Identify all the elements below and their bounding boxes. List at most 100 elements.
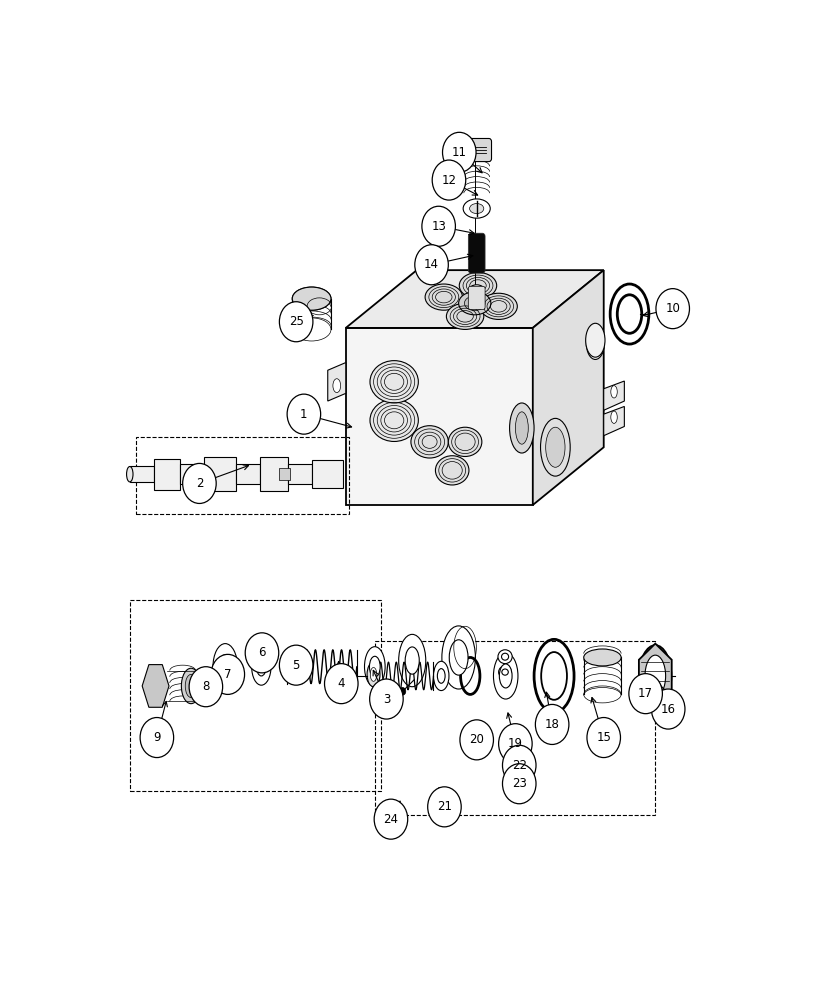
Ellipse shape	[219, 655, 231, 679]
Text: 12: 12	[442, 174, 457, 187]
Ellipse shape	[370, 667, 377, 681]
Text: 19: 19	[508, 737, 522, 750]
Circle shape	[245, 633, 279, 673]
Circle shape	[651, 689, 685, 729]
Polygon shape	[639, 644, 671, 708]
Text: 22: 22	[512, 759, 527, 772]
Ellipse shape	[541, 418, 570, 476]
Circle shape	[498, 724, 532, 764]
Ellipse shape	[587, 327, 604, 359]
Ellipse shape	[213, 644, 237, 690]
Text: 13: 13	[431, 220, 446, 233]
Ellipse shape	[498, 650, 513, 664]
Polygon shape	[346, 270, 604, 328]
Text: 25: 25	[289, 315, 304, 328]
Ellipse shape	[498, 666, 512, 678]
FancyBboxPatch shape	[468, 286, 485, 309]
Text: 14: 14	[424, 258, 439, 271]
Circle shape	[503, 745, 536, 785]
Circle shape	[211, 654, 245, 694]
Circle shape	[399, 687, 406, 695]
FancyBboxPatch shape	[236, 464, 260, 484]
Text: 6: 6	[258, 646, 265, 659]
Ellipse shape	[292, 287, 331, 310]
Polygon shape	[604, 381, 624, 410]
Ellipse shape	[433, 661, 449, 691]
FancyBboxPatch shape	[260, 457, 288, 491]
Circle shape	[503, 764, 536, 804]
FancyBboxPatch shape	[154, 459, 180, 490]
Text: 20: 20	[469, 733, 484, 746]
Circle shape	[422, 206, 455, 246]
Text: 9: 9	[153, 731, 161, 744]
Text: 10: 10	[666, 302, 680, 315]
Ellipse shape	[586, 323, 605, 357]
FancyBboxPatch shape	[180, 464, 204, 484]
Ellipse shape	[546, 427, 565, 467]
Ellipse shape	[354, 674, 357, 678]
FancyBboxPatch shape	[204, 457, 236, 491]
Ellipse shape	[584, 649, 622, 666]
Ellipse shape	[447, 303, 483, 329]
Circle shape	[656, 289, 690, 329]
Text: 15: 15	[597, 731, 612, 744]
Circle shape	[280, 302, 313, 342]
FancyBboxPatch shape	[462, 138, 492, 162]
Ellipse shape	[411, 426, 448, 458]
Ellipse shape	[463, 199, 490, 218]
Circle shape	[587, 718, 621, 758]
Ellipse shape	[502, 669, 508, 675]
Circle shape	[443, 132, 476, 172]
Ellipse shape	[515, 412, 528, 444]
Text: 11: 11	[452, 146, 467, 159]
Ellipse shape	[370, 361, 418, 403]
Text: 1: 1	[300, 408, 308, 421]
Circle shape	[629, 674, 662, 714]
Polygon shape	[328, 363, 346, 401]
Ellipse shape	[405, 647, 419, 674]
Text: 21: 21	[437, 800, 452, 813]
FancyBboxPatch shape	[468, 233, 485, 273]
FancyBboxPatch shape	[280, 468, 290, 480]
Circle shape	[287, 394, 320, 434]
FancyBboxPatch shape	[312, 460, 343, 488]
FancyBboxPatch shape	[346, 328, 532, 505]
Ellipse shape	[126, 466, 133, 482]
Ellipse shape	[448, 427, 482, 456]
Ellipse shape	[425, 284, 463, 310]
Ellipse shape	[435, 456, 469, 485]
Circle shape	[189, 667, 223, 707]
Ellipse shape	[449, 640, 468, 675]
Ellipse shape	[442, 626, 475, 689]
Text: 24: 24	[384, 813, 399, 826]
Polygon shape	[604, 406, 624, 436]
Circle shape	[374, 799, 408, 839]
Ellipse shape	[469, 285, 484, 296]
Circle shape	[415, 245, 448, 285]
Circle shape	[428, 787, 461, 827]
Ellipse shape	[181, 668, 201, 704]
Ellipse shape	[480, 293, 518, 319]
Circle shape	[432, 160, 466, 200]
Text: 16: 16	[661, 703, 676, 716]
Ellipse shape	[333, 379, 340, 393]
Ellipse shape	[469, 204, 483, 214]
Text: 18: 18	[545, 718, 560, 731]
Ellipse shape	[458, 292, 491, 315]
Ellipse shape	[502, 653, 508, 660]
FancyBboxPatch shape	[288, 464, 312, 484]
Ellipse shape	[645, 655, 666, 697]
Ellipse shape	[438, 669, 445, 683]
Ellipse shape	[292, 287, 331, 310]
Ellipse shape	[251, 648, 271, 685]
Text: 7: 7	[224, 668, 231, 681]
Ellipse shape	[509, 403, 534, 453]
Text: 3: 3	[383, 693, 390, 706]
Ellipse shape	[611, 411, 617, 423]
Text: 8: 8	[202, 680, 210, 693]
Circle shape	[535, 704, 569, 744]
Text: 23: 23	[512, 777, 527, 790]
FancyBboxPatch shape	[130, 466, 154, 482]
Text: 2: 2	[196, 477, 203, 490]
Text: 17: 17	[638, 687, 653, 700]
